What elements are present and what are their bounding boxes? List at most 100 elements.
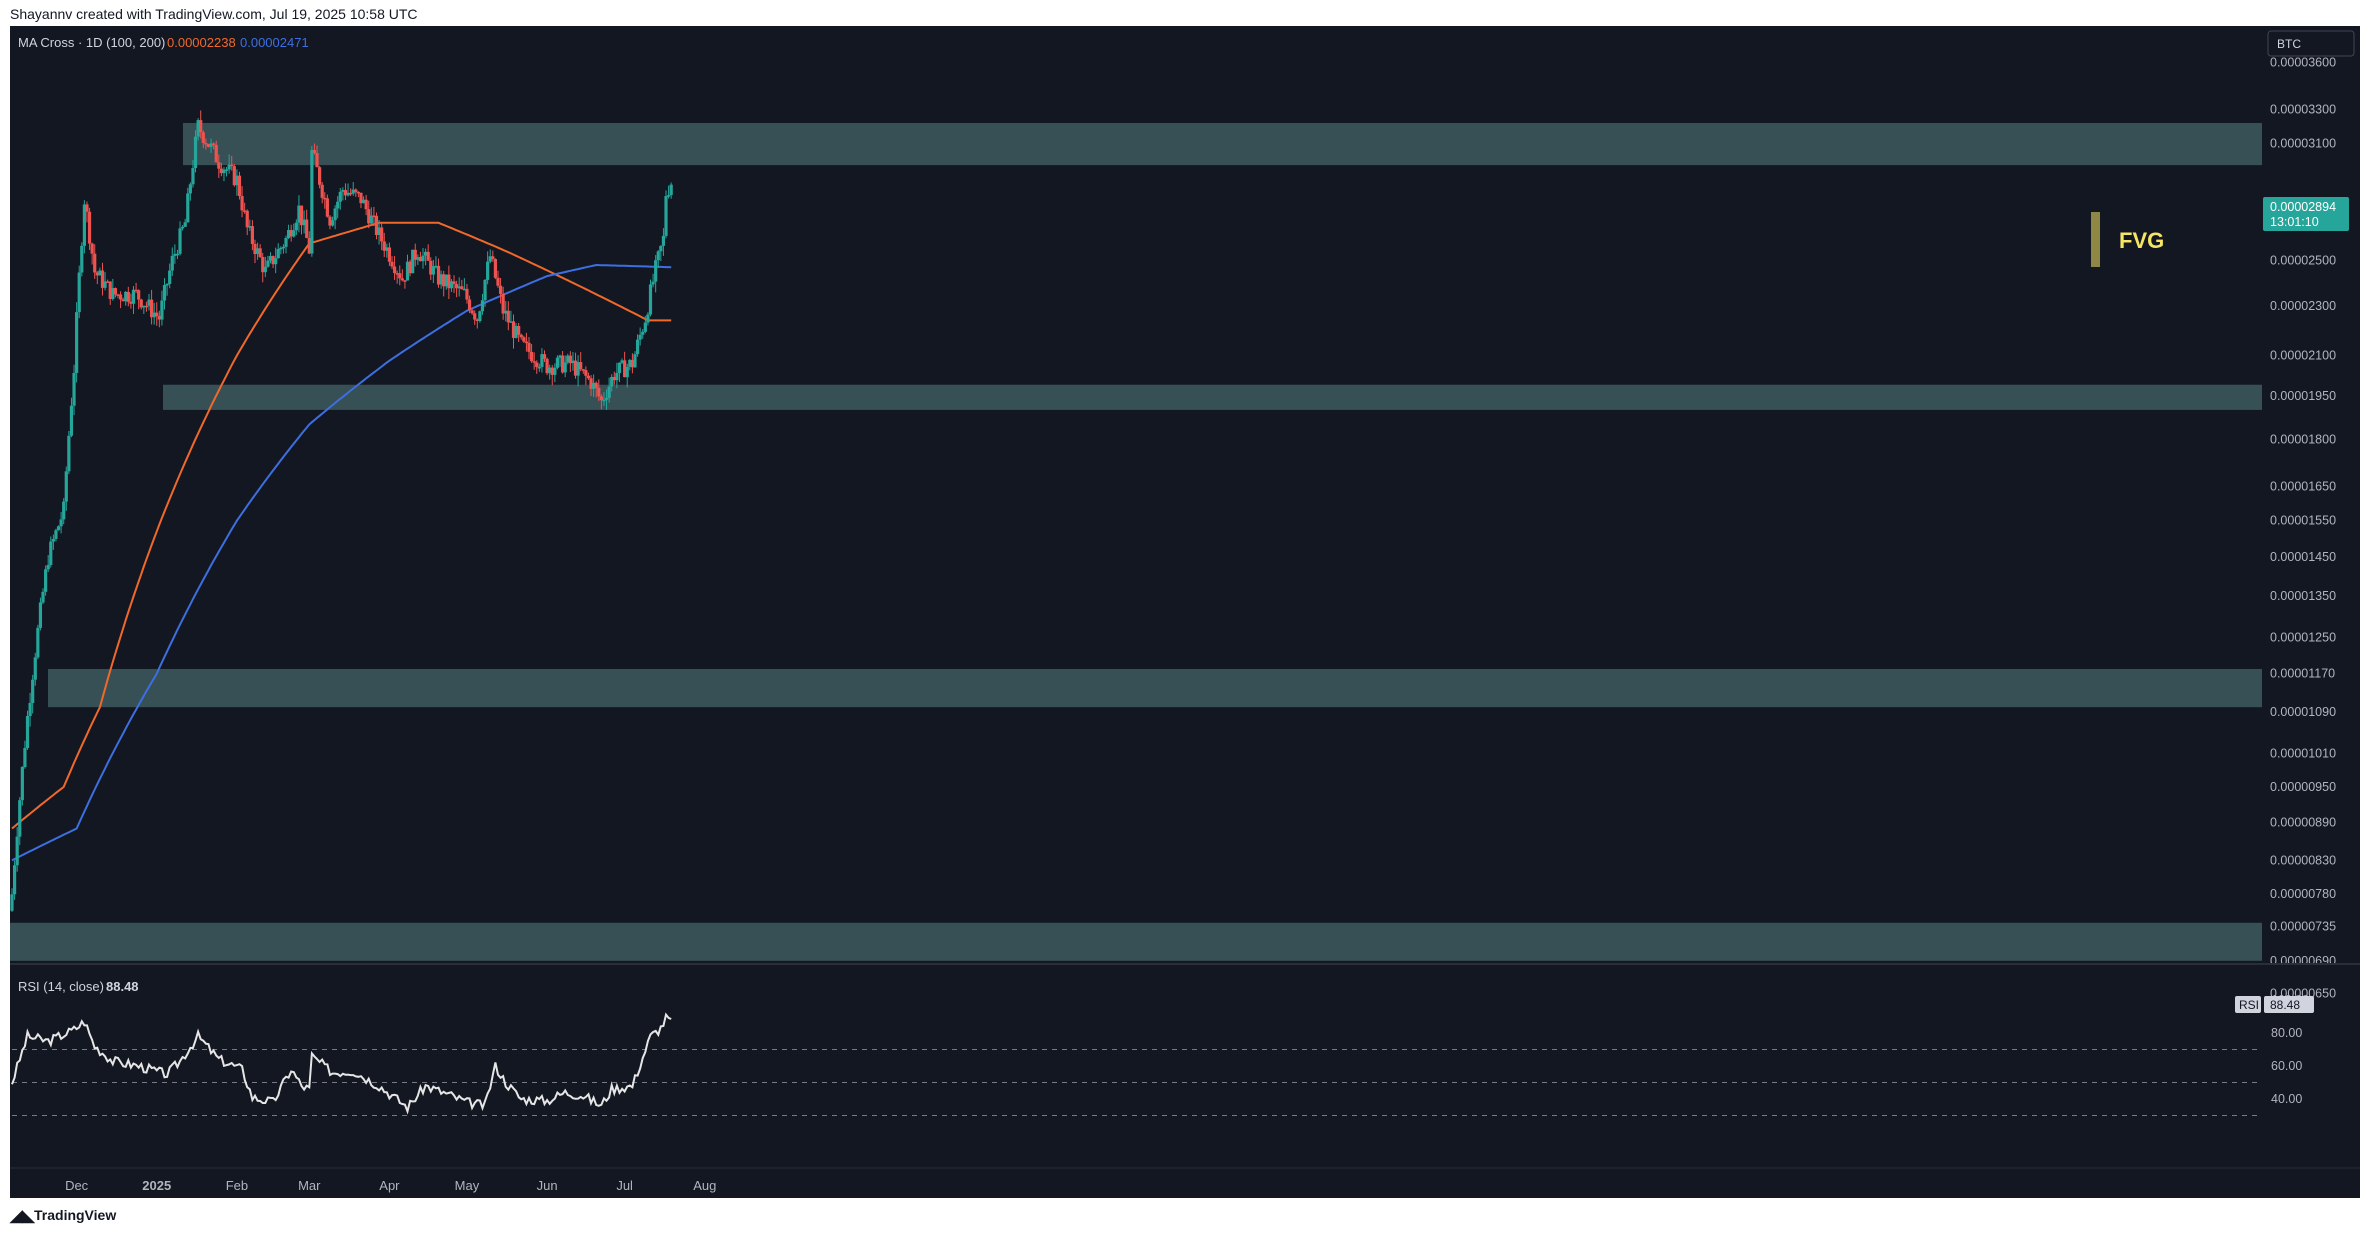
candle-body[interactable] bbox=[199, 120, 203, 133]
candle-body[interactable] bbox=[462, 288, 466, 291]
symbol-badge[interactable]: BTC bbox=[2267, 30, 2355, 57]
candle-body[interactable] bbox=[659, 245, 663, 252]
candle-body[interactable] bbox=[612, 376, 616, 381]
candle-body[interactable] bbox=[599, 396, 603, 401]
candle-body[interactable] bbox=[64, 471, 68, 502]
candle-body[interactable] bbox=[51, 538, 55, 542]
candle-body[interactable] bbox=[318, 167, 322, 185]
candle-body[interactable] bbox=[400, 278, 404, 281]
candle-body[interactable] bbox=[294, 222, 298, 231]
candle-body[interactable] bbox=[219, 168, 223, 174]
candle-body[interactable] bbox=[281, 246, 286, 249]
candle-body[interactable] bbox=[426, 251, 430, 261]
candle-body[interactable] bbox=[139, 299, 143, 308]
candle-body[interactable] bbox=[222, 169, 226, 174]
candle-body[interactable] bbox=[630, 359, 634, 368]
candle-body[interactable] bbox=[243, 210, 247, 212]
candle-body[interactable] bbox=[563, 362, 567, 373]
candle-body[interactable] bbox=[341, 190, 345, 192]
candle-body[interactable] bbox=[36, 627, 40, 658]
candle-body[interactable] bbox=[519, 334, 523, 338]
candle-body[interactable] bbox=[467, 299, 472, 311]
candle-body[interactable] bbox=[475, 319, 479, 321]
candle-body[interactable] bbox=[31, 679, 35, 703]
candle-body[interactable] bbox=[666, 195, 671, 197]
candle-body[interactable] bbox=[447, 274, 451, 289]
candle-body[interactable] bbox=[372, 215, 376, 218]
candle-body[interactable] bbox=[160, 300, 164, 320]
candle-body[interactable] bbox=[33, 657, 37, 680]
candle-body[interactable] bbox=[284, 237, 288, 247]
candle-body[interactable] bbox=[493, 259, 497, 278]
candle-body[interactable] bbox=[405, 261, 410, 281]
candle-body[interactable] bbox=[20, 767, 24, 801]
candle-body[interactable] bbox=[307, 237, 311, 254]
candle-body[interactable] bbox=[361, 199, 366, 204]
candle-body[interactable] bbox=[594, 382, 598, 388]
candle-body[interactable] bbox=[511, 321, 516, 338]
candle-body[interactable] bbox=[263, 266, 267, 273]
candle-body[interactable] bbox=[524, 341, 529, 344]
candle-body[interactable] bbox=[286, 230, 291, 238]
candle-body[interactable] bbox=[589, 378, 593, 389]
candle-body[interactable] bbox=[566, 355, 570, 363]
candle-body[interactable] bbox=[12, 865, 17, 895]
candle-body[interactable] bbox=[157, 316, 161, 320]
candle-body[interactable] bbox=[134, 289, 138, 292]
candle-body[interactable] bbox=[607, 386, 611, 398]
candle-body[interactable] bbox=[480, 300, 485, 312]
candle-body[interactable] bbox=[56, 526, 61, 531]
candle-body[interactable] bbox=[504, 310, 508, 314]
candle-body[interactable] bbox=[25, 715, 30, 748]
candle-body[interactable] bbox=[532, 361, 536, 363]
candle-body[interactable] bbox=[214, 144, 218, 163]
candle-body[interactable] bbox=[118, 294, 123, 300]
candle-body[interactable] bbox=[274, 258, 278, 265]
candle-body[interactable] bbox=[28, 702, 32, 716]
candle-body[interactable] bbox=[126, 291, 130, 302]
candle-body[interactable] bbox=[67, 435, 71, 472]
candle-body[interactable] bbox=[338, 191, 342, 202]
candle-body[interactable] bbox=[333, 208, 337, 221]
candle-body[interactable] bbox=[144, 305, 149, 308]
candle-body[interactable] bbox=[457, 286, 461, 289]
candle-body[interactable] bbox=[545, 358, 549, 374]
candle-body[interactable] bbox=[424, 251, 428, 256]
candlesticks[interactable] bbox=[10, 110, 673, 912]
candle-body[interactable] bbox=[206, 144, 211, 147]
candle-body[interactable] bbox=[310, 150, 314, 254]
candle-body[interactable] bbox=[15, 836, 19, 866]
candle-body[interactable] bbox=[537, 366, 541, 369]
candle-body[interactable] bbox=[517, 326, 521, 335]
candle-body[interactable] bbox=[470, 310, 474, 314]
candle-body[interactable] bbox=[380, 227, 384, 242]
candle-body[interactable] bbox=[93, 253, 97, 273]
candle-body[interactable] bbox=[540, 354, 544, 367]
candle-body[interactable] bbox=[297, 205, 301, 223]
candle-body[interactable] bbox=[351, 189, 355, 194]
candle-body[interactable] bbox=[80, 245, 84, 273]
candle-body[interactable] bbox=[617, 362, 622, 373]
candle-body[interactable] bbox=[299, 205, 304, 226]
candle-body[interactable] bbox=[442, 274, 446, 287]
candle-body[interactable] bbox=[98, 270, 102, 276]
candle-body[interactable] bbox=[439, 274, 443, 285]
candle-body[interactable] bbox=[535, 362, 539, 368]
candle-body[interactable] bbox=[581, 369, 585, 371]
candle-body[interactable] bbox=[465, 288, 469, 300]
candle-body[interactable] bbox=[85, 204, 89, 212]
candle-body[interactable] bbox=[149, 299, 154, 318]
candle-body[interactable] bbox=[413, 249, 417, 260]
candle-body[interactable] bbox=[268, 256, 273, 261]
candle-body[interactable] bbox=[279, 247, 283, 250]
candle-body[interactable] bbox=[147, 299, 151, 306]
candle-body[interactable] bbox=[261, 256, 265, 273]
candle-body[interactable] bbox=[382, 241, 386, 251]
candle-body[interactable] bbox=[59, 519, 63, 527]
candle-body[interactable] bbox=[431, 266, 435, 275]
candle-body[interactable] bbox=[620, 360, 624, 363]
candle-body[interactable] bbox=[496, 277, 500, 286]
candle-body[interactable] bbox=[478, 311, 482, 321]
candle-body[interactable] bbox=[266, 260, 270, 267]
candle-body[interactable] bbox=[656, 251, 660, 261]
